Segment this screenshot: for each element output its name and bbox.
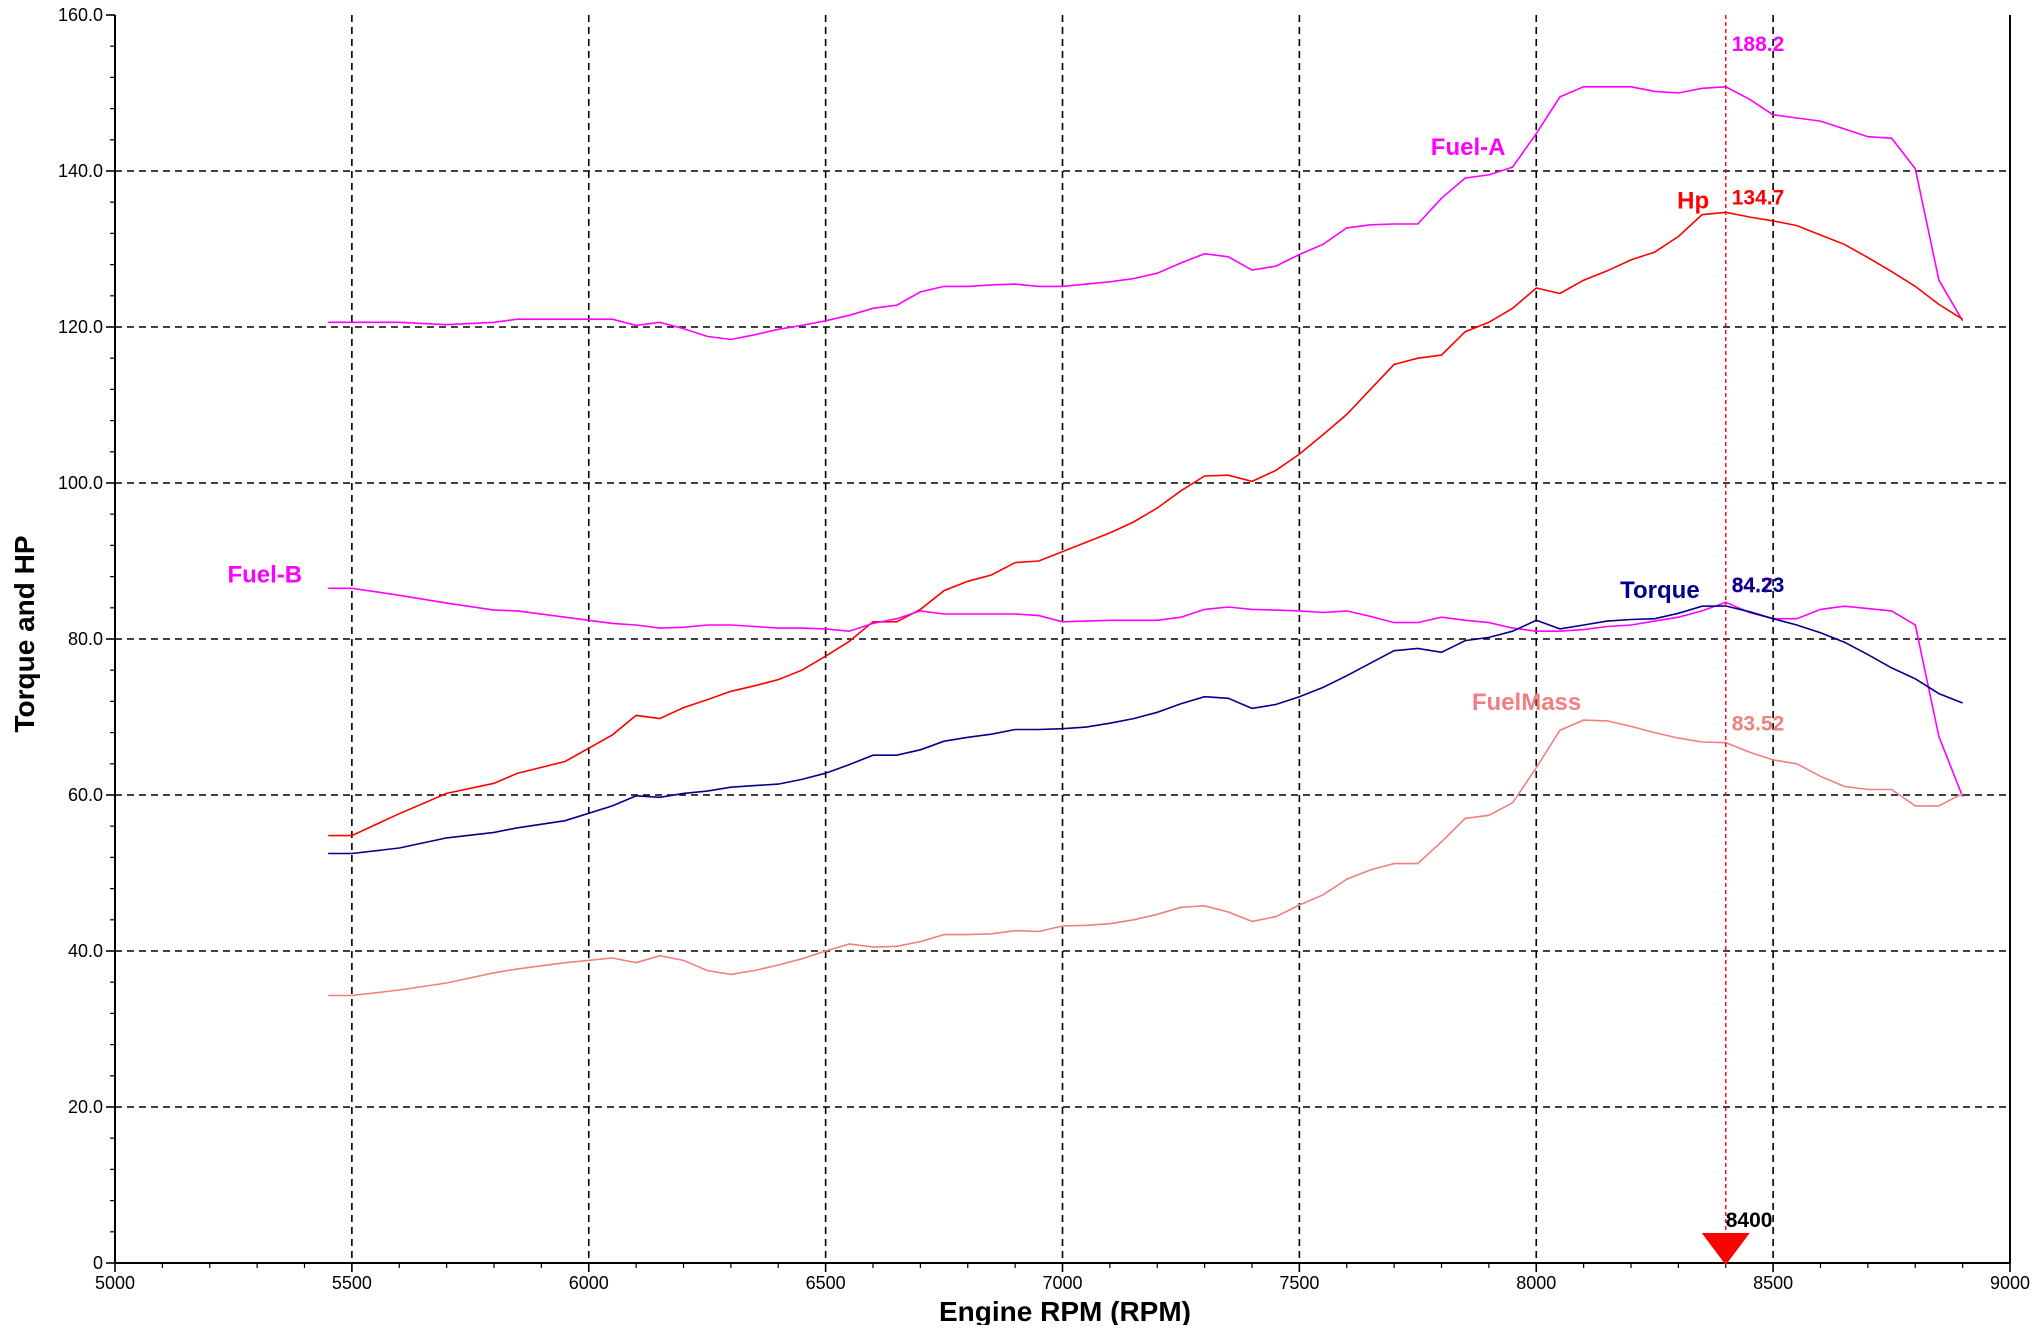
y-tick-label: 20.0 (68, 1097, 103, 1117)
x-tick-label: 8500 (1753, 1273, 1793, 1293)
series-line-fuel-mass (328, 719, 1963, 997)
series-line-torque (328, 605, 1963, 855)
series-line-fuel-a (328, 85, 1964, 341)
x-tick-label: 7500 (1279, 1273, 1319, 1293)
rpm-cursor[interactable]: 8400 (1701, 15, 1773, 1265)
y-tick-label: 80.0 (68, 629, 103, 649)
y-tick-label: 120.0 (58, 317, 103, 337)
series-value-hp: 134.7 (1732, 186, 1785, 209)
series-value-fuel-a: 188.2 (1732, 33, 1785, 56)
y-tick-label: 100.0 (58, 473, 103, 493)
y-tick-label: 40.0 (68, 941, 103, 961)
x-tick-label: 8000 (1516, 1273, 1556, 1293)
x-axis-title: Engine RPM (RPM) (939, 1296, 1191, 1325)
series-labels: Fuel-A 188.2 Hp 134.7 Fuel-B 84.7 Torque 84.23 F… (227, 33, 1784, 736)
rpm-cursor-marker-icon[interactable] (1701, 1233, 1750, 1265)
y-axis-title: Torque and HP (9, 535, 40, 732)
y-tick-label: 140.0 (58, 161, 103, 181)
axis-ticks: 5000 5500 6000 6500 7000 7500 8000 8500 9000 0 20.… (58, 5, 2030, 1293)
series-label-torque: Torque (1620, 577, 1700, 604)
x-tick-label: 5500 (332, 1273, 372, 1293)
series-label-fuel-mass: FuelMass (1472, 689, 1581, 716)
series-label-hp: Hp (1677, 188, 1709, 215)
y-tick-label: 160.0 (58, 5, 103, 25)
y-tick-label: 0 (93, 1253, 103, 1273)
x-tick-label: 6000 (569, 1273, 609, 1293)
series-value-fuel-b: 84.7 (1732, 574, 1773, 597)
series-label-fuel-b: Fuel-B (227, 561, 302, 588)
rpm-cursor-value: 8400 (1726, 1209, 1773, 1232)
series-value-fuel-mass: 83.52 (1732, 713, 1785, 736)
y-tick-label: 60.0 (68, 785, 103, 805)
grid-lines (115, 15, 2010, 1263)
x-tick-label: 6500 (806, 1273, 846, 1293)
series-line-hp (328, 211, 1964, 837)
series-value-torque: 84.23 (1732, 574, 1785, 597)
x-tick-label: 7000 (1042, 1273, 1082, 1293)
series-lines (328, 85, 1964, 997)
x-tick-label: 5000 (95, 1273, 135, 1293)
x-tick-label: 9000 (1990, 1273, 2030, 1293)
series-label-fuel-a: Fuel-A (1431, 134, 1506, 161)
series-line-fuel-b (328, 587, 1964, 797)
